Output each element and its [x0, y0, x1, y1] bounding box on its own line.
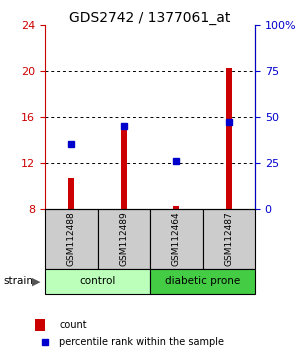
Text: percentile rank within the sample: percentile rank within the sample	[59, 337, 224, 347]
Text: GSM112489: GSM112489	[119, 212, 128, 266]
Text: GSM112464: GSM112464	[172, 212, 181, 266]
Bar	[150, 209, 202, 269]
Bar	[98, 209, 150, 269]
Text: GDS2742 / 1377061_at: GDS2742 / 1377061_at	[69, 11, 231, 25]
Text: GSM112487: GSM112487	[224, 212, 233, 266]
Bar	[68, 178, 74, 209]
Text: diabetic prone: diabetic prone	[165, 276, 240, 286]
Bar	[202, 209, 255, 269]
Text: strain: strain	[3, 276, 33, 286]
Text: count: count	[59, 320, 87, 330]
Bar	[45, 209, 98, 269]
Text: ▶: ▶	[32, 276, 40, 286]
Bar	[173, 206, 179, 209]
Bar	[150, 269, 255, 294]
Bar	[45, 269, 150, 294]
Bar	[226, 69, 232, 209]
Text: control: control	[79, 276, 116, 286]
Text: GSM112488: GSM112488	[67, 212, 76, 266]
Bar	[121, 122, 127, 209]
Bar	[34, 319, 45, 331]
